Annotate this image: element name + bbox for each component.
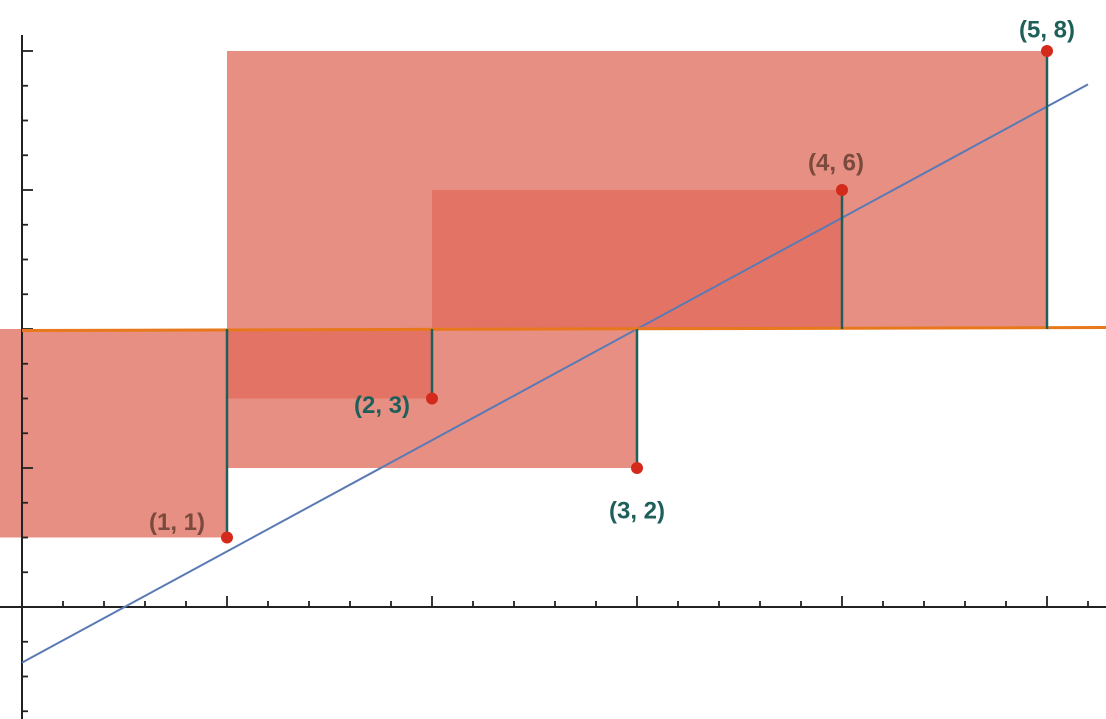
mean-line (21, 326, 1106, 332)
data-point-1 (221, 531, 233, 544)
fit-line (21, 83, 1089, 664)
point-label-2: (2, 3) (354, 392, 410, 419)
residual-squares (0, 51, 1047, 538)
residual-square-5 (227, 51, 1047, 329)
residuals (225, 51, 1049, 538)
residual-square-1 (0, 329, 227, 538)
point-label-3: (3, 2) (609, 497, 665, 524)
axes (0, 35, 1106, 719)
fit-line-layer (21, 83, 1089, 664)
data-points (221, 45, 1053, 544)
point-labels: (1, 1) (2, 3) (3, 2) (4, 6) (5, 8) (149, 16, 1075, 536)
point-label-4: (4, 6) (808, 149, 864, 176)
data-point-2 (426, 392, 438, 405)
point-label-5: (5, 8) (1019, 16, 1075, 43)
data-point-3 (631, 462, 643, 474)
data-point-4 (836, 184, 848, 196)
point-label-1: (1, 1) (149, 509, 205, 536)
data-point-5 (1041, 45, 1053, 57)
mean-line-layer (21, 326, 1106, 332)
